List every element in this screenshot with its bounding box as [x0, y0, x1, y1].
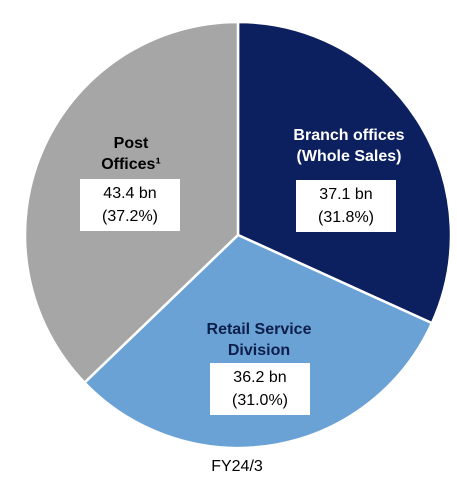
label-box: [80, 179, 180, 231]
percentage-label: (31.8%): [318, 209, 374, 226]
slice-label: Retail Service: [207, 321, 312, 338]
pie-slice: [236, 20, 453, 325]
label-box: [296, 180, 396, 232]
slice-label: Offices¹: [101, 156, 161, 173]
value-label: 43.4 bn: [103, 185, 156, 202]
slice-label: Division: [228, 342, 290, 359]
slice-label: (Whole Sales): [297, 148, 402, 165]
value-label: 36.2 bn: [233, 369, 286, 386]
chart-title: FY24/3: [211, 458, 263, 475]
pie-slice: [82, 233, 434, 450]
slice-label: Branch offices: [293, 127, 404, 144]
value-label: 37.1 bn: [319, 186, 372, 203]
percentage-label: (37.2%): [102, 208, 158, 225]
slice-label: Post: [114, 135, 149, 152]
percentage-label: (31.0%): [232, 392, 288, 409]
label-box: [210, 363, 310, 415]
